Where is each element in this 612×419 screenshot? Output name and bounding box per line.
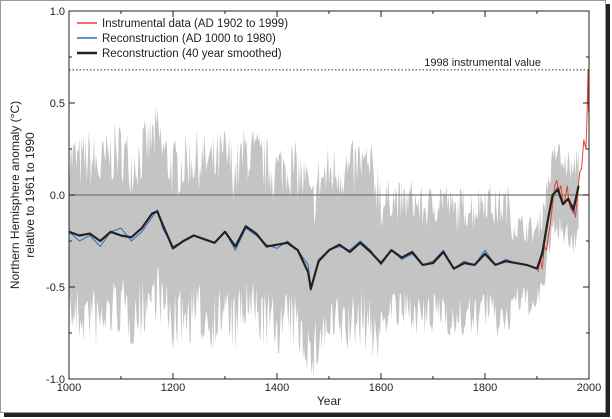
axis-ticks-group: 1000 1200 1400 1600 1800 2000 -1.0 -0.5 0.0 0.5 1.… (46, 6, 601, 394)
uncertainty-band (69, 105, 579, 378)
legend: Instrumental data (AD 1902 to 1999) Recon… (77, 18, 288, 60)
x-tick-label: 1800 (473, 382, 497, 394)
chart: 1000 1200 1400 1600 1800 2000 -1.0 -0.5 0.0 0.5 1.… (8, 6, 601, 408)
legend-label: Reconstruction (AD 1000 to 1980) (102, 33, 276, 45)
y-tick-label: -0.5 (46, 282, 65, 294)
reference-line-label: 1998 instrumental value (424, 57, 541, 69)
series-line-smoothed (68, 185, 580, 290)
uncertainty-band-group (69, 105, 579, 378)
y-axis-label-line2: relative to 1961 to 1990 (23, 132, 37, 258)
y-axis-label-line1: Northern Hemisphere anomaly (°C) (8, 101, 22, 289)
legend-label: Instrumental data (AD 1902 to 1999) (102, 18, 288, 30)
x-tick-label: 1200 (161, 382, 185, 394)
x-tick-label: 2000 (577, 382, 601, 394)
y-tick-label: -1.0 (46, 374, 65, 386)
legend-label: Reconstruction (40 year smoothed) (102, 48, 282, 60)
series-line-instrumental (537, 69, 589, 273)
y-tick-label: 0.0 (50, 190, 65, 202)
x-axis-label: Year (317, 394, 341, 408)
y-tick-label: 1.0 (50, 6, 65, 18)
series-lines-group (68, 69, 589, 292)
x-tick-label: 1600 (369, 382, 393, 394)
chart-frame: 1000 1200 1400 1600 1800 2000 -1.0 -0.5 0.0 0.5 1.… (0, 0, 606, 413)
reference-lines-group (69, 69, 589, 196)
x-tick-label: 1000 (57, 382, 81, 394)
y-tick-label: 0.5 (50, 98, 65, 110)
x-tick-label: 1400 (265, 382, 289, 394)
